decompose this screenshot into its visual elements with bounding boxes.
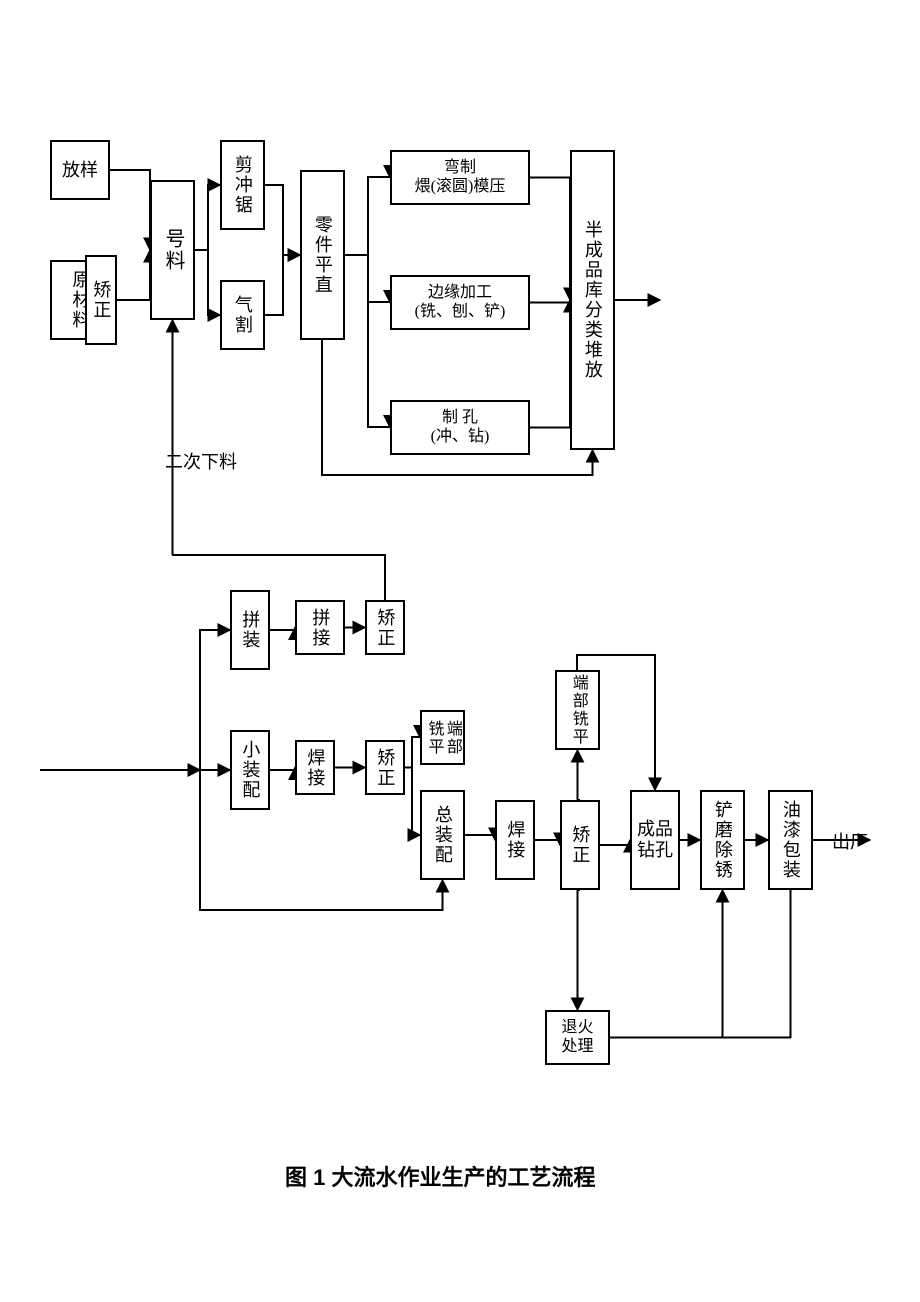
- node-n_youqi: 油漆包装: [768, 790, 813, 890]
- node-label: 半成品库分类堆放: [582, 220, 603, 380]
- edge: [265, 185, 300, 255]
- edge: [578, 890, 581, 1010]
- node-n_jianchong: 剪冲锯: [220, 140, 265, 230]
- edge: [117, 250, 150, 300]
- node-n_jiaozheng0: 矫正: [85, 255, 117, 345]
- node-n_fangyang: 放样: [50, 140, 110, 200]
- node-n_jiaoz2: 矫正: [365, 740, 405, 795]
- node-n_jiaoz3: 矫正: [560, 800, 600, 890]
- label-caption: 图 1 大流水作业生产的工艺流程: [285, 1160, 595, 1192]
- node-n_lingjian: 零件平直: [300, 170, 345, 340]
- edge: [345, 255, 390, 428]
- node-label: 拼装: [240, 610, 261, 650]
- node-label: 铲磨除锈: [712, 800, 733, 880]
- node-label: 矫正: [570, 825, 591, 865]
- node-n_hanjie2: 焊接: [495, 800, 535, 880]
- edge: [465, 835, 495, 840]
- node-label: 小装配: [240, 740, 261, 800]
- edge: [600, 840, 630, 845]
- node-label: 矫正: [91, 280, 112, 320]
- edge: [610, 890, 791, 1038]
- node-label: 矫正: [375, 608, 396, 648]
- edge: [535, 840, 560, 845]
- node-n_xiaozp: 小装配: [230, 730, 270, 810]
- edge: [265, 255, 300, 315]
- node-n_chamo: 铲磨除锈: [700, 790, 745, 890]
- node-n_bianyuan: 边缘加工 (铣、刨、铲): [390, 275, 530, 330]
- node-n_pinjie: 拼接: [295, 600, 345, 655]
- edge: [405, 737, 420, 768]
- node-label: 制 孔 (冲、钻): [427, 407, 494, 448]
- node-n_banchp: 半成品库分类堆放: [570, 150, 615, 450]
- node-label: 剪冲锯: [232, 155, 253, 215]
- node-label: 端部铣平: [424, 712, 461, 763]
- label-out_factory: 出厂: [832, 828, 868, 854]
- edge: [172, 320, 173, 555]
- edge: [195, 250, 220, 315]
- node-label: 拼接: [310, 608, 331, 648]
- edge: [530, 300, 570, 428]
- edge: [405, 767, 420, 835]
- node-n_haoliao: 号料: [150, 180, 195, 320]
- edge: [270, 628, 295, 631]
- node-label: 退火 处理: [557, 1017, 597, 1058]
- node-n_wanzhi: 弯制 煨(滚圆)模压: [390, 150, 530, 205]
- node-label: 端部铣平: [568, 674, 586, 746]
- edge: [195, 185, 220, 250]
- node-label: 成品 钻孔: [633, 817, 677, 862]
- edge: [345, 177, 390, 255]
- node-label: 零件平直: [312, 215, 333, 295]
- node-label: 气割: [232, 295, 253, 335]
- node-n_qige: 气割: [220, 280, 265, 350]
- flowchart-canvas: 放样原材料号料剪冲锯气割零件平直弯制 煨(滚圆)模压边缘加工 (铣、刨、铲)制 …: [0, 0, 920, 1302]
- node-label: 焊接: [505, 820, 526, 860]
- node-label: 焊接: [305, 748, 326, 788]
- edge: [345, 255, 390, 303]
- node-label: 号料: [161, 228, 184, 272]
- node-n_zongzp: 总装配: [420, 790, 465, 880]
- node-n_duanbu2: 端部铣平: [555, 670, 600, 750]
- edge: [270, 768, 295, 771]
- edge: [530, 178, 570, 301]
- node-label: 总装配: [432, 805, 453, 865]
- node-n_zhikong: 制 孔 (冲、钻): [390, 400, 530, 455]
- node-n_hanjie1: 焊接: [295, 740, 335, 795]
- edge: [200, 630, 230, 770]
- node-label: 边缘加工 (铣、刨、铲): [411, 282, 510, 323]
- edge: [578, 750, 581, 800]
- label-secondary_cut: 二次下料: [165, 448, 237, 474]
- node-label: 放样: [58, 158, 102, 183]
- node-n_tuihuo: 退火 处理: [545, 1010, 610, 1065]
- node-label: 弯制 煨(滚圆)模压: [411, 157, 510, 198]
- edge: [110, 170, 150, 250]
- edge: [610, 890, 723, 1038]
- edge: [530, 300, 570, 303]
- node-label: 矫正: [375, 748, 396, 788]
- node-label: 油漆包装: [780, 800, 801, 880]
- node-n_pinzhuang: 拼装: [230, 590, 270, 670]
- node-n_duanbu1: 端部铣平: [420, 710, 465, 765]
- node-n_jiaoz1: 矫正: [365, 600, 405, 655]
- node-n_chengpin: 成品 钻孔: [630, 790, 680, 890]
